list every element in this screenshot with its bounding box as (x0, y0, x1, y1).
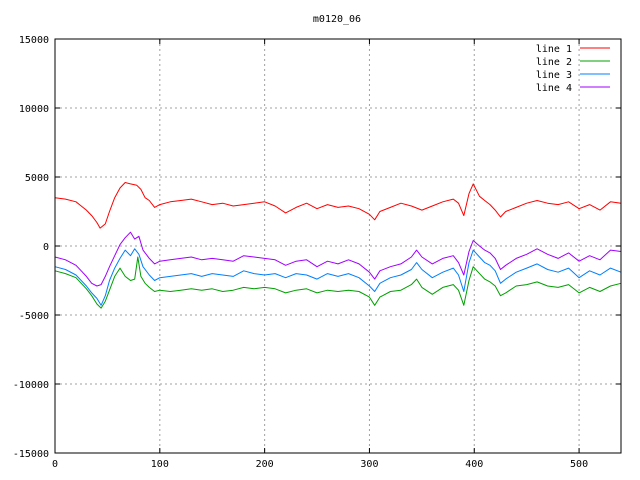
y-tick-label: 10000 (19, 104, 49, 115)
grid-lines (55, 39, 621, 453)
x-tick-label: 400 (465, 459, 483, 470)
series-line-3 (54, 248, 622, 306)
legend-label-2: line 2 (536, 57, 572, 68)
legend-label-1: line 1 (536, 44, 572, 55)
x-tick-label: 0 (52, 459, 58, 470)
y-tick-label: -10000 (13, 380, 49, 391)
y-tick-label: -5000 (19, 311, 49, 322)
chart-title: m0120_06 (313, 14, 361, 25)
x-tick-label: 300 (360, 459, 378, 470)
x-tick-label: 100 (151, 459, 169, 470)
x-tick-label: 200 (256, 459, 274, 470)
series-line-4 (54, 231, 622, 287)
series-line-1 (54, 182, 622, 229)
y-tick-label: 5000 (25, 173, 49, 184)
y-tick-label: -15000 (13, 449, 49, 460)
axis-ticks: 0 100 200 300 400 500 -15000 -10000 -5000 0 5000 10… (13, 35, 621, 470)
legend-label-3: line 3 (536, 70, 572, 81)
series-lines (54, 182, 622, 309)
legend: line 1 line 2 line 3 line 4 (536, 44, 610, 94)
legend-label-4: line 4 (536, 83, 572, 94)
y-tick-label: 15000 (19, 35, 49, 46)
y-tick-label: 0 (43, 242, 49, 253)
x-tick-label: 500 (570, 459, 588, 470)
series-line-2 (54, 256, 622, 309)
